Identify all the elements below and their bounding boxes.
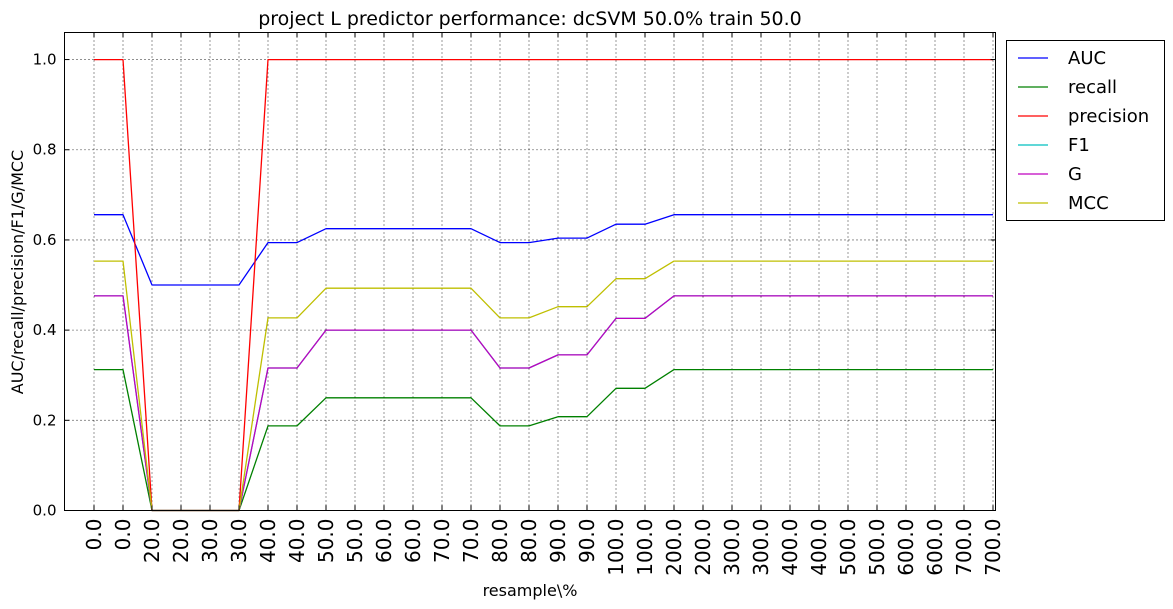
legend-label-g: G xyxy=(1068,164,1082,185)
x-tick-label: 80.0 xyxy=(488,519,512,564)
x-tick-label: 500.0 xyxy=(865,519,889,576)
x-tick-label: 60.0 xyxy=(372,519,396,564)
y-tick-label: 0.6 xyxy=(33,231,57,249)
legend-label-precision: precision xyxy=(1068,106,1149,127)
x-tick-label: 60.0 xyxy=(401,519,425,564)
y-tick-labels: 0.0 0.2 0.4 0.6 0.8 1.0 xyxy=(33,51,57,520)
x-axis-label: resample\% xyxy=(483,581,578,600)
x-tick-label: 100.0 xyxy=(633,519,657,576)
y-tick-label: 0.8 xyxy=(33,141,57,159)
x-tick-label: 0.0 xyxy=(111,519,135,551)
x-tick-label: 300.0 xyxy=(720,519,744,576)
x-tick-labels: 0.0 0.0 20.0 20.0 30.0 30.0 40.0 40.0 50.0 50.0 60… xyxy=(82,519,1005,576)
series-line-g xyxy=(94,295,993,512)
x-tick-label: 40.0 xyxy=(256,519,280,564)
series-line-auc xyxy=(94,214,993,286)
x-tick-label: 30.0 xyxy=(198,519,222,564)
x-tick-label: 100.0 xyxy=(604,519,628,576)
plot-frame xyxy=(64,32,996,511)
x-tick-label: 90.0 xyxy=(546,519,570,564)
x-tick-label: 70.0 xyxy=(459,519,483,564)
x-tick-label: 80.0 xyxy=(517,519,541,564)
legend-label-auc: AUC xyxy=(1068,48,1106,69)
x-tick-label: 300.0 xyxy=(749,519,773,576)
y-tick-label: 0.0 xyxy=(33,502,57,520)
x-tick-label: 70.0 xyxy=(430,519,454,564)
x-tick-label: 20.0 xyxy=(169,519,193,564)
x-tick-label: 400.0 xyxy=(778,519,802,576)
ticks xyxy=(64,32,996,511)
series-lines xyxy=(94,58,993,512)
x-tick-label: 500.0 xyxy=(836,519,860,576)
legend-label-mcc: MCC xyxy=(1068,193,1109,214)
y-axis-label: AUC/recall/precision/F1/G/MCC xyxy=(8,150,27,394)
y-tick-label: 0.2 xyxy=(33,411,57,429)
x-tick-label: 40.0 xyxy=(285,519,309,564)
series-line-f1 xyxy=(94,295,993,512)
series-line-mcc xyxy=(94,260,993,512)
x-tick-label: 50.0 xyxy=(343,519,367,564)
grid xyxy=(64,32,996,511)
legend: AUC recall precision F1 G MCC xyxy=(1006,40,1165,221)
chart-title: project L predictor performance: dcSVM 5… xyxy=(258,8,802,30)
x-tick-label: 700.0 xyxy=(952,519,976,576)
legend-frame xyxy=(1006,40,1165,221)
x-tick-label: 600.0 xyxy=(894,519,918,576)
series-line-precision xyxy=(94,58,993,512)
x-tick-label: 20.0 xyxy=(140,519,164,564)
y-tick-label: 0.4 xyxy=(33,321,57,339)
x-tick-label: 200.0 xyxy=(691,519,715,576)
x-tick-label: 700.0 xyxy=(981,519,1005,576)
legend-label-f1: F1 xyxy=(1068,135,1090,156)
x-tick-label: 600.0 xyxy=(923,519,947,576)
y-tick-label: 1.0 xyxy=(33,51,57,69)
x-tick-label: 50.0 xyxy=(314,519,338,564)
x-tick-label: 30.0 xyxy=(227,519,251,564)
legend-label-recall: recall xyxy=(1068,77,1117,98)
x-tick-label: 0.0 xyxy=(82,519,106,551)
x-tick-label: 200.0 xyxy=(662,519,686,576)
series-line-recall xyxy=(94,368,993,512)
x-tick-label: 400.0 xyxy=(807,519,831,576)
x-tick-label: 90.0 xyxy=(575,519,599,564)
